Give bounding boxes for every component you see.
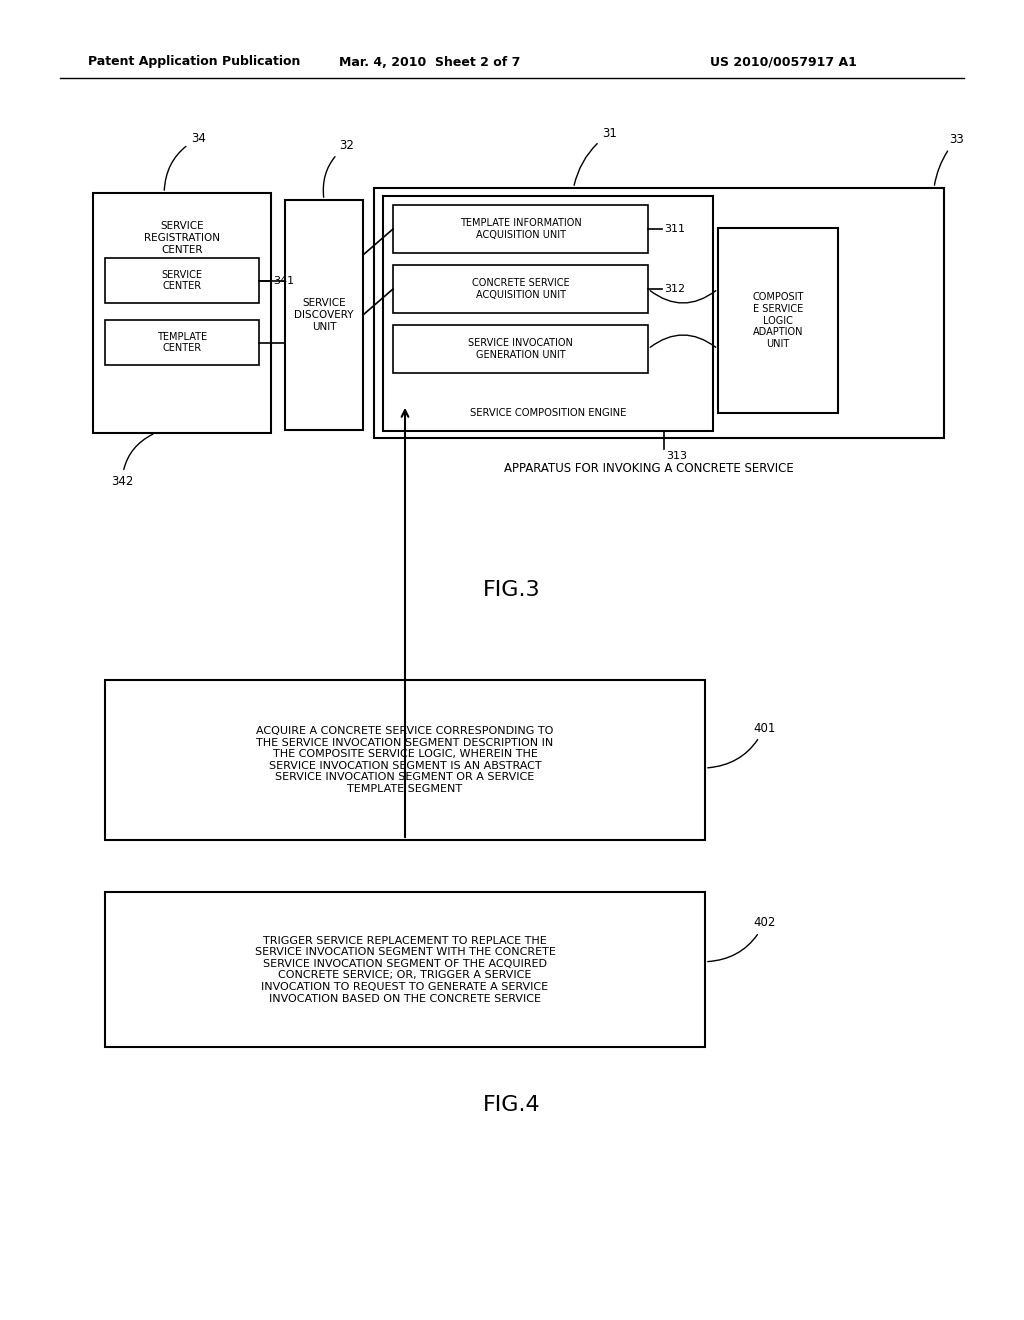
Bar [105, 319, 259, 366]
Text: US 2010/0057917 A1: US 2010/0057917 A1 [710, 55, 857, 69]
Text: 401: 401 [708, 722, 775, 768]
Text: TEMPLATE
CENTER: TEMPLATE CENTER [157, 331, 207, 354]
Bar [393, 205, 648, 253]
Bar [383, 195, 713, 432]
Text: 32: 32 [324, 139, 354, 197]
Text: APPARATUS FOR INVOKING A CONCRETE SERVICE: APPARATUS FOR INVOKING A CONCRETE SERVIC… [504, 462, 794, 474]
Bar [105, 892, 705, 1047]
Text: 33: 33 [935, 133, 964, 185]
Bar [105, 257, 259, 304]
Text: SERVICE
DISCOVERY
UNIT: SERVICE DISCOVERY UNIT [294, 298, 353, 331]
Bar [393, 325, 648, 374]
Bar [393, 265, 648, 313]
Text: 312: 312 [664, 284, 685, 294]
Text: CONCRETE SERVICE
ACQUISITION UNIT: CONCRETE SERVICE ACQUISITION UNIT [472, 279, 569, 300]
Text: 341: 341 [273, 276, 294, 285]
Text: 313: 313 [667, 451, 687, 461]
Text: 34: 34 [164, 132, 206, 190]
Text: FIG.4: FIG.4 [483, 1096, 541, 1115]
Text: 311: 311 [664, 224, 685, 234]
Bar [718, 228, 838, 413]
Text: SERVICE
CENTER: SERVICE CENTER [162, 269, 203, 292]
Bar [105, 680, 705, 840]
Text: SERVICE COMPOSITION ENGINE: SERVICE COMPOSITION ENGINE [470, 408, 627, 418]
Text: 342: 342 [111, 434, 153, 488]
Text: SERVICE INVOCATION
GENERATION UNIT: SERVICE INVOCATION GENERATION UNIT [468, 338, 573, 360]
Text: Patent Application Publication: Patent Application Publication [88, 55, 300, 69]
Text: FIG.3: FIG.3 [483, 579, 541, 601]
Text: TEMPLATE INFORMATION
ACQUISITION UNIT: TEMPLATE INFORMATION ACQUISITION UNIT [460, 218, 582, 240]
Bar [285, 201, 362, 430]
Text: ACQUIRE A CONCRETE SERVICE CORRESPONDING TO
THE SERVICE INVOCATION SEGMENT DESCR: ACQUIRE A CONCRETE SERVICE CORRESPONDING… [256, 726, 554, 795]
Bar [93, 193, 271, 433]
Text: 402: 402 [708, 916, 775, 961]
Text: Mar. 4, 2010  Sheet 2 of 7: Mar. 4, 2010 Sheet 2 of 7 [339, 55, 520, 69]
Text: SERVICE
REGISTRATION
CENTER: SERVICE REGISTRATION CENTER [144, 222, 220, 255]
Text: 31: 31 [574, 127, 616, 185]
Text: TRIGGER SERVICE REPLACEMENT TO REPLACE THE
SERVICE INVOCATION SEGMENT WITH THE C: TRIGGER SERVICE REPLACEMENT TO REPLACE T… [255, 936, 555, 1003]
Bar [374, 187, 944, 438]
Text: COMPOSIT
E SERVICE
LOGIC
ADAPTION
UNIT: COMPOSIT E SERVICE LOGIC ADAPTION UNIT [753, 292, 804, 348]
